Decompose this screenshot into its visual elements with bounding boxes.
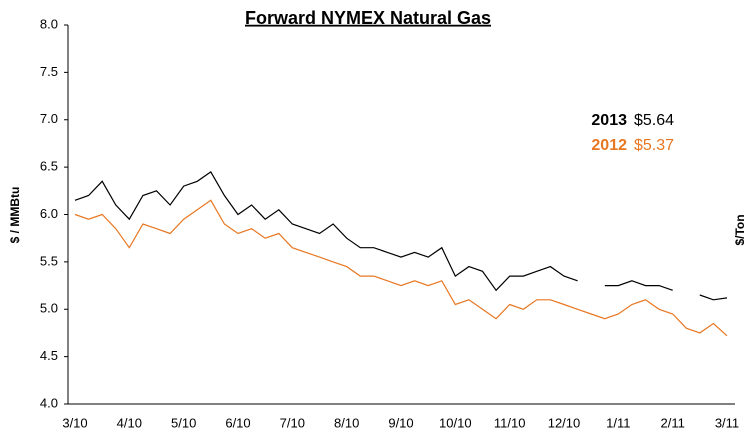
x-tick-label: 12/10 xyxy=(548,415,581,430)
x-tick-label: 10/10 xyxy=(439,415,472,430)
y-tick-label: 7.0 xyxy=(40,111,58,126)
chart-title: Forward NYMEX Natural Gas xyxy=(245,8,491,28)
x-tick-label: 3/10 xyxy=(62,415,87,430)
y-tick-label: 6.5 xyxy=(40,159,58,174)
x-tick-label: 11/10 xyxy=(494,415,526,430)
annotation-year: 2012 xyxy=(591,137,627,154)
x-tick-label: 6/10 xyxy=(225,415,250,430)
x-tick-label: 1/11 xyxy=(606,415,630,430)
x-tick-label: 3/11 xyxy=(715,415,739,430)
y-tick-label: 5.0 xyxy=(40,301,58,316)
x-tick-label: 7/10 xyxy=(280,415,305,430)
y-tick-label: 5.5 xyxy=(40,253,58,268)
y-tick-label: 4.0 xyxy=(40,395,58,410)
x-tick-label: 2/11 xyxy=(660,415,684,430)
y-tick-label: 7.5 xyxy=(40,64,58,79)
y-tick-label: 8.0 xyxy=(40,16,58,31)
x-tick-label: 5/10 xyxy=(171,415,196,430)
series-line xyxy=(74,199,728,337)
y2-axis-label: $/Ton xyxy=(733,214,744,245)
annotation-price: $5.37 xyxy=(634,137,674,154)
y-axis-label: $ / MMBtu xyxy=(8,187,22,244)
y-tick-label: 6.0 xyxy=(40,206,58,221)
x-tick-label: 4/10 xyxy=(117,415,142,430)
series-line xyxy=(74,171,728,301)
x-tick-label: 8/10 xyxy=(334,415,359,430)
y-tick-label: 4.5 xyxy=(40,348,58,363)
annotation-year: 2013 xyxy=(591,112,627,129)
x-tick-label: 9/10 xyxy=(388,415,413,430)
annotation-price: $5.64 xyxy=(634,112,674,129)
